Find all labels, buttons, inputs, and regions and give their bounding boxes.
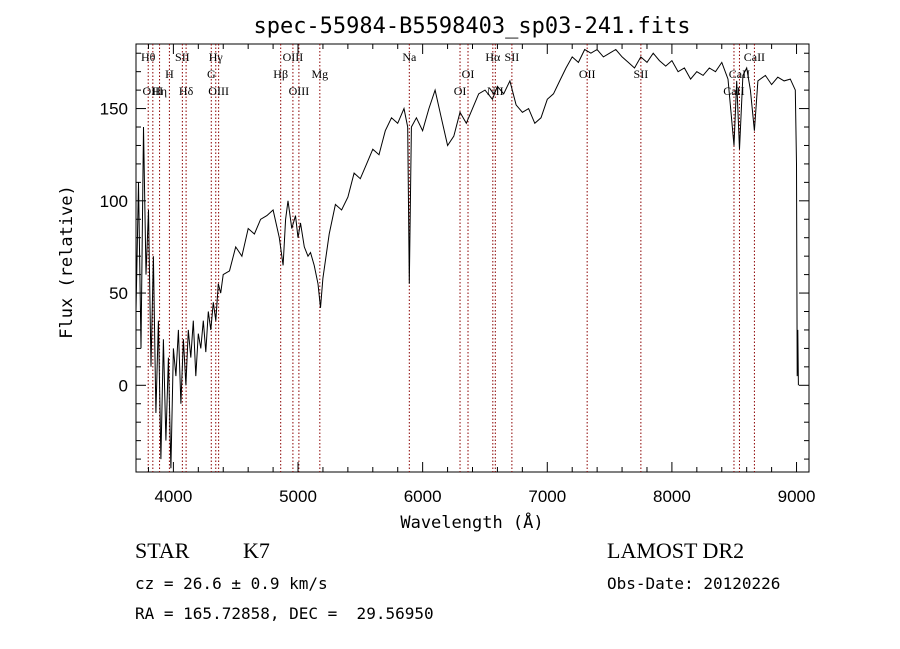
spectral-line-label: OI bbox=[462, 67, 475, 81]
redshift-velocity: cz = 26.6 ± 0.9 km/s bbox=[135, 574, 328, 593]
x-tick-label: 5000 bbox=[279, 487, 317, 506]
y-tick-label: 0 bbox=[119, 376, 128, 395]
y-tick-label: 100 bbox=[100, 192, 128, 211]
spectral-line-label: Na bbox=[402, 50, 417, 64]
x-tick-label: 7000 bbox=[528, 487, 566, 506]
spectral-line-label: SII bbox=[505, 50, 520, 64]
spectral-line-label: OIII bbox=[142, 84, 163, 98]
spectral-line-label: Hη bbox=[152, 84, 167, 98]
spectrum-line bbox=[135, 48, 799, 469]
spectral-line-label: CaII bbox=[744, 50, 765, 64]
spectral-line-label: Hθ bbox=[141, 50, 156, 64]
x-axis-label: Wavelength (Å) bbox=[400, 511, 543, 533]
spectral-line-label: OIII bbox=[208, 84, 229, 98]
x-tick-label: 9000 bbox=[778, 487, 816, 506]
x-tick-label: 8000 bbox=[653, 487, 691, 506]
object-subclass: K7 bbox=[243, 538, 270, 563]
spectral-line-label: OI bbox=[454, 84, 467, 98]
x-tick-label: 6000 bbox=[404, 487, 442, 506]
spectral-line-label: Hδ bbox=[179, 84, 194, 98]
spectral-line-label: OIII bbox=[283, 50, 304, 64]
spectral-line-label: SII bbox=[634, 67, 649, 81]
spectral-line-label: CaII bbox=[729, 67, 750, 81]
spectral-line-label: Mg bbox=[311, 67, 328, 81]
spectral-line-label: H bbox=[165, 67, 174, 81]
chart-title: spec-55984-B5598403_sp03-241.fits bbox=[253, 14, 690, 39]
spectral-line-markers bbox=[147, 44, 755, 472]
x-tick-label: 4000 bbox=[154, 487, 192, 506]
spectral-line-label: Hγ bbox=[209, 50, 224, 64]
object-class: STAR bbox=[135, 538, 190, 563]
y-axis: 0 50 100 150 bbox=[100, 52, 809, 460]
x-axis: 4000 5000 6000 7000 8000 9000 bbox=[147, 44, 816, 506]
spectral-line-label: Hβ bbox=[273, 67, 288, 81]
spectral-line-label: Hα bbox=[485, 50, 501, 64]
spectral-line-label: OII bbox=[579, 67, 596, 81]
observation-date: Obs-Date: 20120226 bbox=[607, 574, 781, 593]
y-tick-label: 50 bbox=[109, 284, 128, 303]
spectral-line-labels: HθOIIIHηHSIIHδHγGOIIIHβOIIIOIIIMgNaOIOIH… bbox=[141, 50, 765, 98]
spectral-line-label: SII bbox=[175, 50, 190, 64]
coordinates: RA = 165.72858, DEC = 29.56950 bbox=[135, 604, 434, 623]
spectral-line-label: G bbox=[207, 67, 216, 81]
y-axis-label: Flux (relative) bbox=[57, 185, 77, 339]
spectral-line-label: OIII bbox=[289, 84, 310, 98]
y-tick-label: 150 bbox=[100, 100, 128, 119]
survey-name: LAMOST DR2 bbox=[607, 538, 745, 563]
spectral-line-label: CaII bbox=[723, 84, 744, 98]
